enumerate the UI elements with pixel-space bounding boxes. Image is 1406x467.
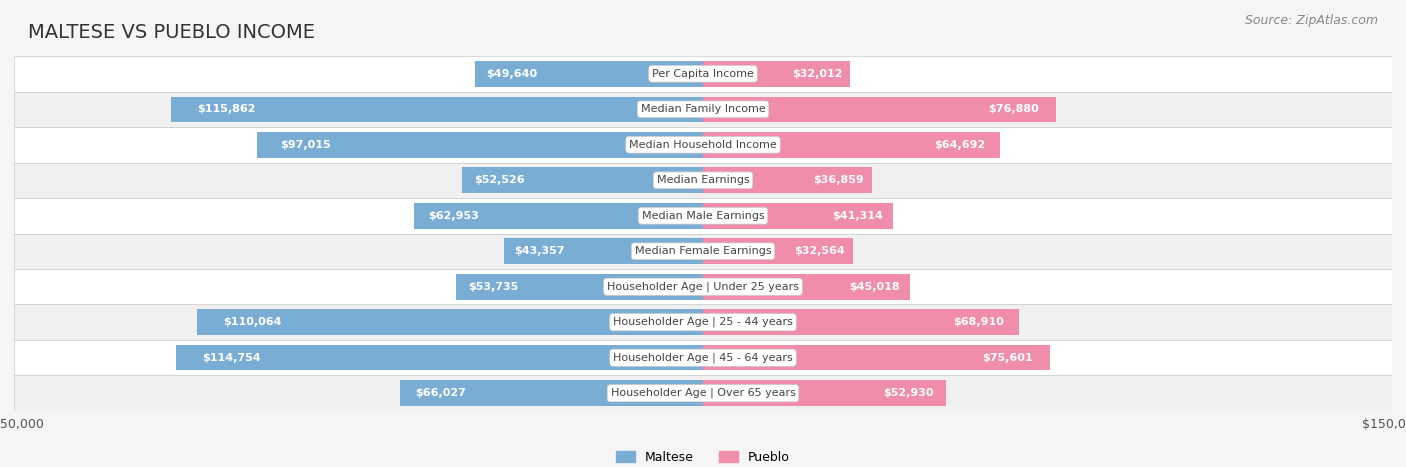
Text: $53,735: $53,735	[468, 282, 519, 292]
Bar	[475, 61, 703, 86]
Bar	[176, 345, 703, 370]
Text: $45,018: $45,018	[849, 282, 900, 292]
Text: Householder Age | 25 - 44 years: Householder Age | 25 - 44 years	[613, 317, 793, 327]
Text: Median Household Income: Median Household Income	[628, 140, 778, 150]
Legend: Maltese, Pueblo: Maltese, Pueblo	[612, 446, 794, 467]
Bar	[456, 274, 703, 299]
Text: Source: ZipAtlas.com: Source: ZipAtlas.com	[1244, 14, 1378, 27]
Bar	[14, 340, 1392, 375]
Bar	[703, 345, 1050, 370]
Text: Median Earnings: Median Earnings	[657, 175, 749, 185]
Bar	[703, 168, 872, 193]
Bar	[703, 274, 910, 299]
Text: $97,015: $97,015	[280, 140, 330, 150]
Text: $115,862: $115,862	[197, 104, 256, 114]
Bar	[461, 168, 703, 193]
Text: $32,012: $32,012	[792, 69, 842, 79]
Text: $66,027: $66,027	[415, 388, 465, 398]
Text: $32,564: $32,564	[794, 246, 845, 256]
Text: $43,357: $43,357	[513, 246, 564, 256]
Bar	[703, 61, 851, 86]
Bar	[503, 239, 703, 264]
Bar	[14, 234, 1392, 269]
Bar	[14, 163, 1392, 198]
Text: $114,754: $114,754	[202, 353, 262, 363]
Bar	[703, 310, 1019, 335]
Text: Householder Age | 45 - 64 years: Householder Age | 45 - 64 years	[613, 353, 793, 363]
Bar	[14, 198, 1392, 234]
Text: $52,526: $52,526	[474, 175, 524, 185]
Bar	[14, 304, 1392, 340]
Text: $75,601: $75,601	[983, 353, 1033, 363]
Text: $76,880: $76,880	[987, 104, 1039, 114]
Text: Householder Age | Under 25 years: Householder Age | Under 25 years	[607, 282, 799, 292]
Text: Per Capita Income: Per Capita Income	[652, 69, 754, 79]
Text: $36,859: $36,859	[813, 175, 863, 185]
Bar	[257, 132, 703, 157]
Bar	[413, 203, 703, 228]
Text: Median Family Income: Median Family Income	[641, 104, 765, 114]
Text: Median Female Earnings: Median Female Earnings	[634, 246, 772, 256]
Bar	[14, 56, 1392, 92]
Text: Householder Age | Over 65 years: Householder Age | Over 65 years	[610, 388, 796, 398]
Bar	[399, 381, 703, 406]
Text: $64,692: $64,692	[934, 140, 986, 150]
Bar	[172, 97, 703, 122]
Bar	[14, 375, 1392, 411]
Text: $41,314: $41,314	[832, 211, 883, 221]
Bar	[14, 127, 1392, 163]
Bar	[703, 132, 1000, 157]
Bar	[197, 310, 703, 335]
Text: $52,930: $52,930	[883, 388, 934, 398]
Bar	[703, 203, 893, 228]
Bar	[703, 97, 1056, 122]
Text: $68,910: $68,910	[953, 317, 1004, 327]
Text: $49,640: $49,640	[486, 69, 537, 79]
Bar	[703, 381, 946, 406]
Bar	[14, 92, 1392, 127]
Text: $62,953: $62,953	[429, 211, 479, 221]
Text: Median Male Earnings: Median Male Earnings	[641, 211, 765, 221]
Bar	[703, 239, 852, 264]
Bar	[14, 269, 1392, 304]
Text: $110,064: $110,064	[222, 317, 281, 327]
Text: MALTESE VS PUEBLO INCOME: MALTESE VS PUEBLO INCOME	[28, 23, 315, 42]
